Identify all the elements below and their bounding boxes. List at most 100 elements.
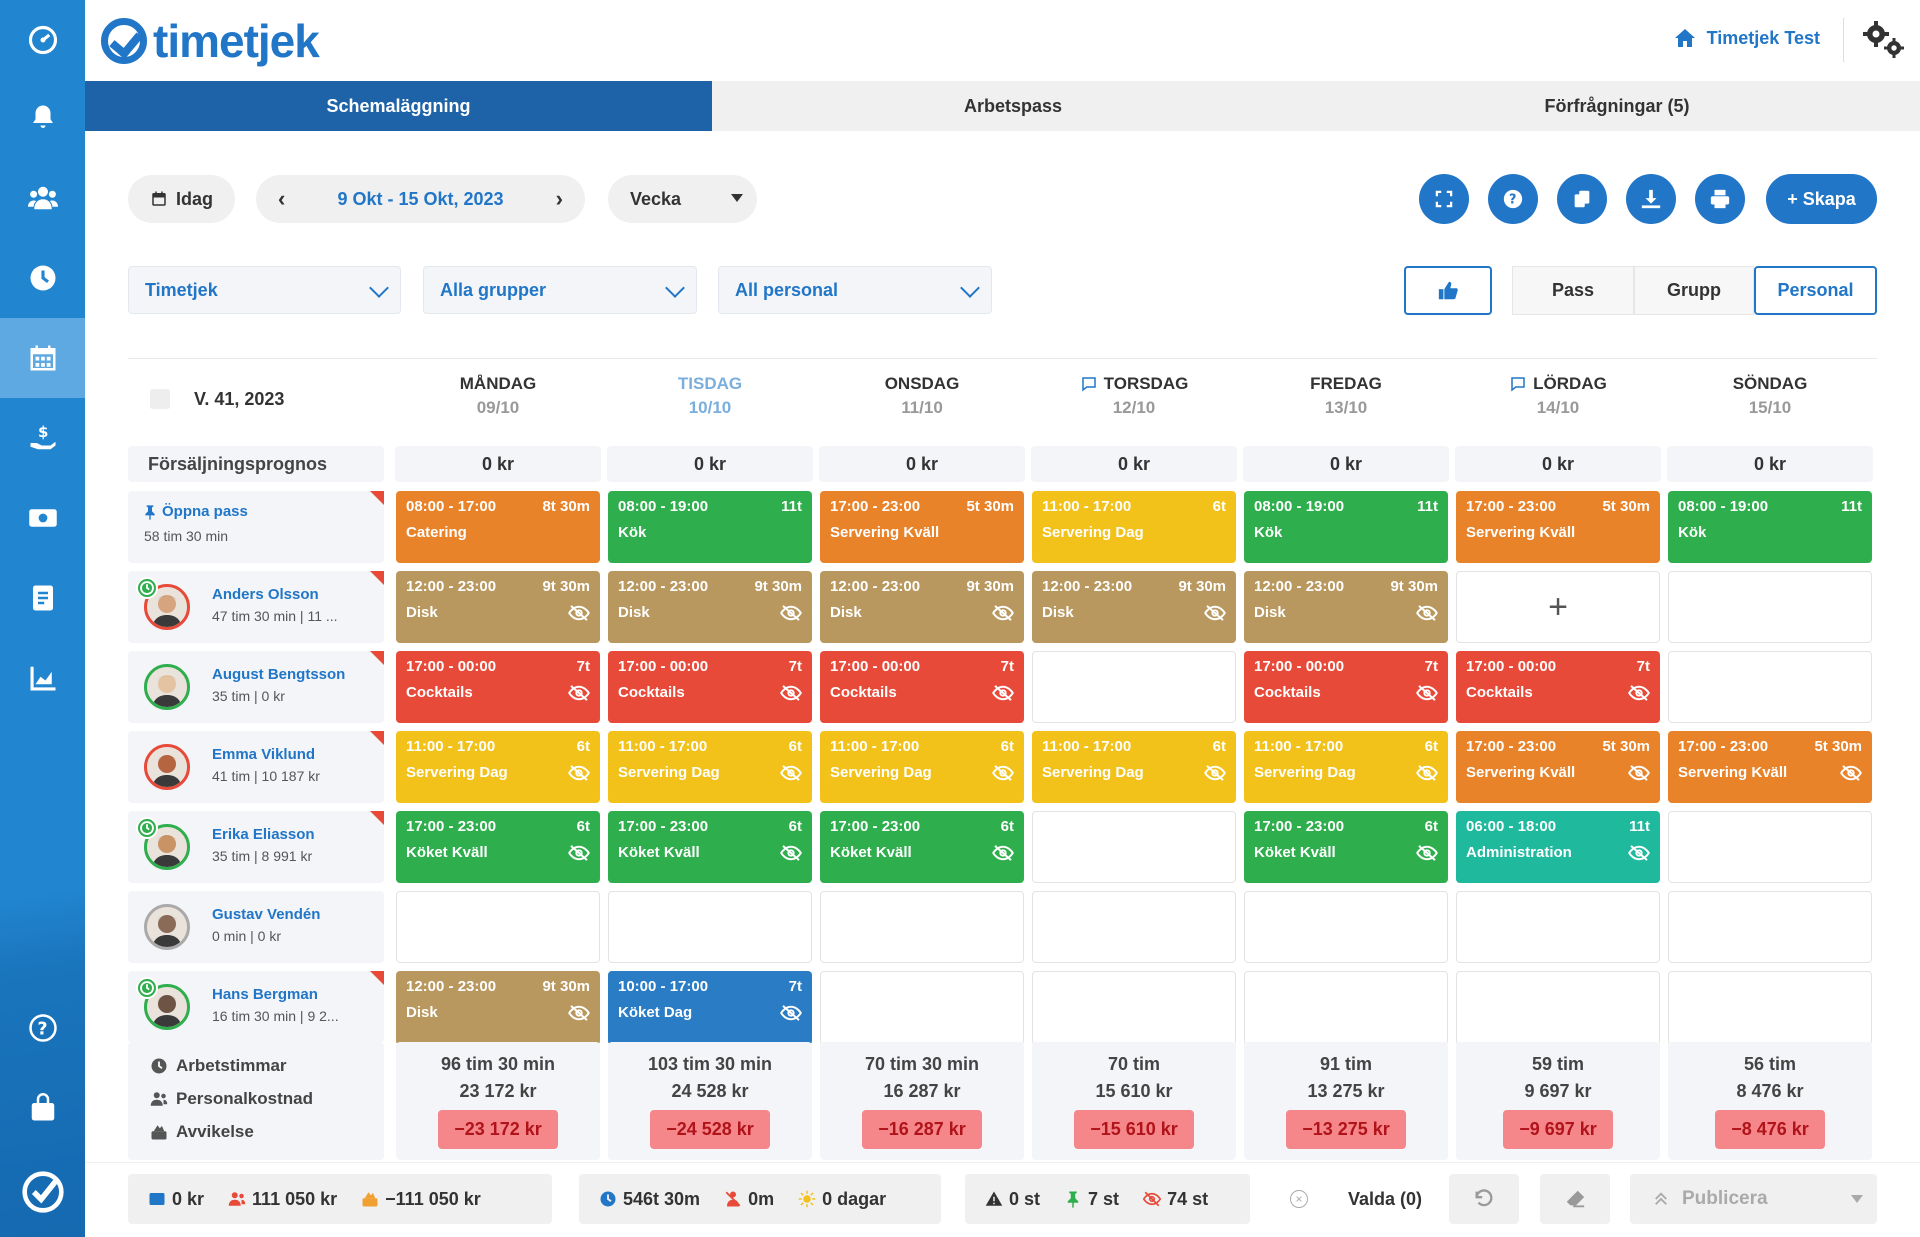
- avatar[interactable]: [144, 824, 190, 870]
- prev-week-chevron-icon[interactable]: ‹: [278, 186, 286, 211]
- download-button[interactable]: [1626, 174, 1676, 224]
- shift-card[interactable]: 12:00 - 23:00 9t 30m Disk: [396, 971, 600, 1045]
- forecast-value[interactable]: 0 kr: [1455, 446, 1661, 482]
- eye-slash-icon[interactable]: [1628, 845, 1650, 861]
- print-button[interactable]: [1695, 174, 1745, 224]
- add-shift-icon[interactable]: +: [1548, 588, 1568, 626]
- sidebar-item-statistics[interactable]: [0, 638, 85, 718]
- eye-slash-icon[interactable]: [568, 1005, 590, 1021]
- eye-slash-icon[interactable]: [1416, 605, 1438, 621]
- eye-slash-icon[interactable]: [780, 845, 802, 861]
- sidebar-item-reports[interactable]: [0, 558, 85, 638]
- empty-cell[interactable]: [1244, 971, 1448, 1045]
- select-all-checkbox[interactable]: [150, 389, 170, 409]
- sidebar-item-time[interactable]: [0, 238, 85, 318]
- eye-slash-icon[interactable]: [1204, 765, 1226, 781]
- shift-card[interactable]: 11:00 - 17:00 6t Servering Dag: [820, 731, 1024, 803]
- avatar[interactable]: [144, 904, 190, 950]
- empty-cell[interactable]: [1668, 811, 1872, 883]
- avatar[interactable]: [144, 664, 190, 710]
- caret-down-icon[interactable]: [1851, 1195, 1863, 1203]
- shift-card[interactable]: 17:00 - 00:00 7t Cocktails: [1456, 651, 1660, 723]
- empty-cell[interactable]: [1456, 971, 1660, 1045]
- approve-button[interactable]: [1404, 266, 1492, 315]
- settings-gears-icon[interactable]: [1862, 20, 1906, 60]
- eye-slash-icon[interactable]: [780, 685, 802, 701]
- empty-cell[interactable]: [396, 891, 600, 963]
- shift-card[interactable]: 11:00 - 17:00 6t Servering Dag: [1032, 491, 1236, 563]
- shift-card[interactable]: 17:00 - 00:00 7t Cocktails: [608, 651, 812, 723]
- shift-card[interactable]: 12:00 - 23:00 9t 30m Disk: [608, 571, 812, 643]
- shift-card[interactable]: 12:00 - 23:00 9t 30m Disk: [1244, 571, 1448, 643]
- segment-group[interactable]: Grupp: [1634, 266, 1754, 315]
- shift-card[interactable]: 17:00 - 23:00 6t Köket Kväll: [820, 811, 1024, 883]
- chat-icon[interactable]: [1509, 375, 1527, 393]
- empty-cell[interactable]: +: [1456, 571, 1660, 643]
- eye-slash-icon[interactable]: [992, 605, 1014, 621]
- eye-slash-icon[interactable]: [568, 685, 590, 701]
- next-week-chevron-icon[interactable]: ›: [555, 186, 563, 211]
- sidebar-item-staff[interactable]: [0, 158, 85, 238]
- staff-row-header[interactable]: Emma Viklund 41 tim | 10 187 kr: [128, 731, 384, 803]
- segment-staff[interactable]: Personal: [1754, 266, 1877, 315]
- brand-logo[interactable]: timetjek: [101, 14, 320, 68]
- sidebar-item-help[interactable]: ?: [0, 988, 85, 1068]
- company-filter[interactable]: Timetjek: [128, 266, 401, 314]
- forecast-value[interactable]: 0 kr: [1243, 446, 1449, 482]
- sidebar-item-schedule[interactable]: [0, 318, 85, 398]
- segment-shift[interactable]: Pass: [1512, 266, 1634, 315]
- empty-cell[interactable]: [820, 971, 1024, 1045]
- sidebar-item-salary[interactable]: $: [0, 398, 85, 478]
- eye-slash-icon[interactable]: [1628, 765, 1650, 781]
- staff-row-header[interactable]: Hans Bergman 16 tim 30 min | 9 2...: [128, 971, 384, 1043]
- shift-card[interactable]: 11:00 - 17:00 6t Servering Dag: [1032, 731, 1236, 803]
- empty-cell[interactable]: [1244, 891, 1448, 963]
- shift-card[interactable]: 11:00 - 17:00 6t Servering Dag: [396, 731, 600, 803]
- empty-cell[interactable]: [1668, 891, 1872, 963]
- shift-card[interactable]: 17:00 - 23:00 6t Köket Kväll: [608, 811, 812, 883]
- undo-button[interactable]: [1449, 1174, 1519, 1224]
- shift-card[interactable]: 10:00 - 17:00 7t Köket Dag: [608, 971, 812, 1045]
- shift-card[interactable]: 11:00 - 17:00 6t Servering Dag: [1244, 731, 1448, 803]
- shift-card[interactable]: 17:00 - 00:00 7t Cocktails: [820, 651, 1024, 723]
- eye-slash-icon[interactable]: [568, 605, 590, 621]
- shift-card[interactable]: 12:00 - 23:00 9t 30m Disk: [820, 571, 1024, 643]
- eye-slash-icon[interactable]: [1416, 845, 1438, 861]
- shift-card[interactable]: 11:00 - 17:00 6t Servering Dag: [608, 731, 812, 803]
- tab-requests[interactable]: Förfrågningar (5): [1544, 95, 1690, 116]
- eye-slash-icon[interactable]: [1416, 765, 1438, 781]
- eye-slash-icon[interactable]: [992, 685, 1014, 701]
- empty-cell[interactable]: [1668, 971, 1872, 1045]
- eye-slash-icon[interactable]: [568, 765, 590, 781]
- empty-cell[interactable]: [608, 891, 812, 963]
- shift-card[interactable]: 08:00 - 17:00 8t 30m Catering: [396, 491, 600, 563]
- chat-icon[interactable]: [1080, 375, 1098, 393]
- shift-card[interactable]: 17:00 - 23:00 5t 30m Servering Kväll: [820, 491, 1024, 563]
- empty-cell[interactable]: [1456, 891, 1660, 963]
- eye-slash-icon[interactable]: [780, 1005, 802, 1021]
- empty-cell[interactable]: [1032, 891, 1236, 963]
- sidebar-item-home-logo[interactable]: [0, 1152, 85, 1232]
- staff-row-header[interactable]: Erika Eliasson 35 tim | 8 991 kr: [128, 811, 384, 883]
- eye-slash-icon[interactable]: [1204, 605, 1226, 621]
- forecast-value[interactable]: 0 kr: [819, 446, 1025, 482]
- forecast-value[interactable]: 0 kr: [607, 446, 813, 482]
- eye-slash-icon[interactable]: [568, 845, 590, 861]
- avatar[interactable]: [144, 744, 190, 790]
- empty-cell[interactable]: [1668, 651, 1872, 723]
- staff-filter[interactable]: All personal: [718, 266, 992, 314]
- shift-card[interactable]: 08:00 - 19:00 11t Kök: [1244, 491, 1448, 563]
- tab-scheduling[interactable]: Schemaläggning: [85, 81, 712, 131]
- eye-slash-icon[interactable]: [1628, 685, 1650, 701]
- empty-cell[interactable]: [1668, 571, 1872, 643]
- publish-button[interactable]: Publicera: [1630, 1174, 1877, 1224]
- clear-selection-icon[interactable]: ×: [1290, 1190, 1308, 1208]
- help-button[interactable]: ?: [1488, 174, 1538, 224]
- shift-card[interactable]: 17:00 - 23:00 5t 30m Servering Kväll: [1456, 731, 1660, 803]
- empty-cell[interactable]: [1032, 811, 1236, 883]
- eye-slash-icon[interactable]: [992, 845, 1014, 861]
- sidebar-item-shop[interactable]: [0, 1068, 85, 1148]
- empty-cell[interactable]: [1032, 971, 1236, 1045]
- group-filter[interactable]: Alla grupper: [423, 266, 697, 314]
- open-shifts-row-header[interactable]: Öppna pass 58 tim 30 min: [128, 491, 384, 563]
